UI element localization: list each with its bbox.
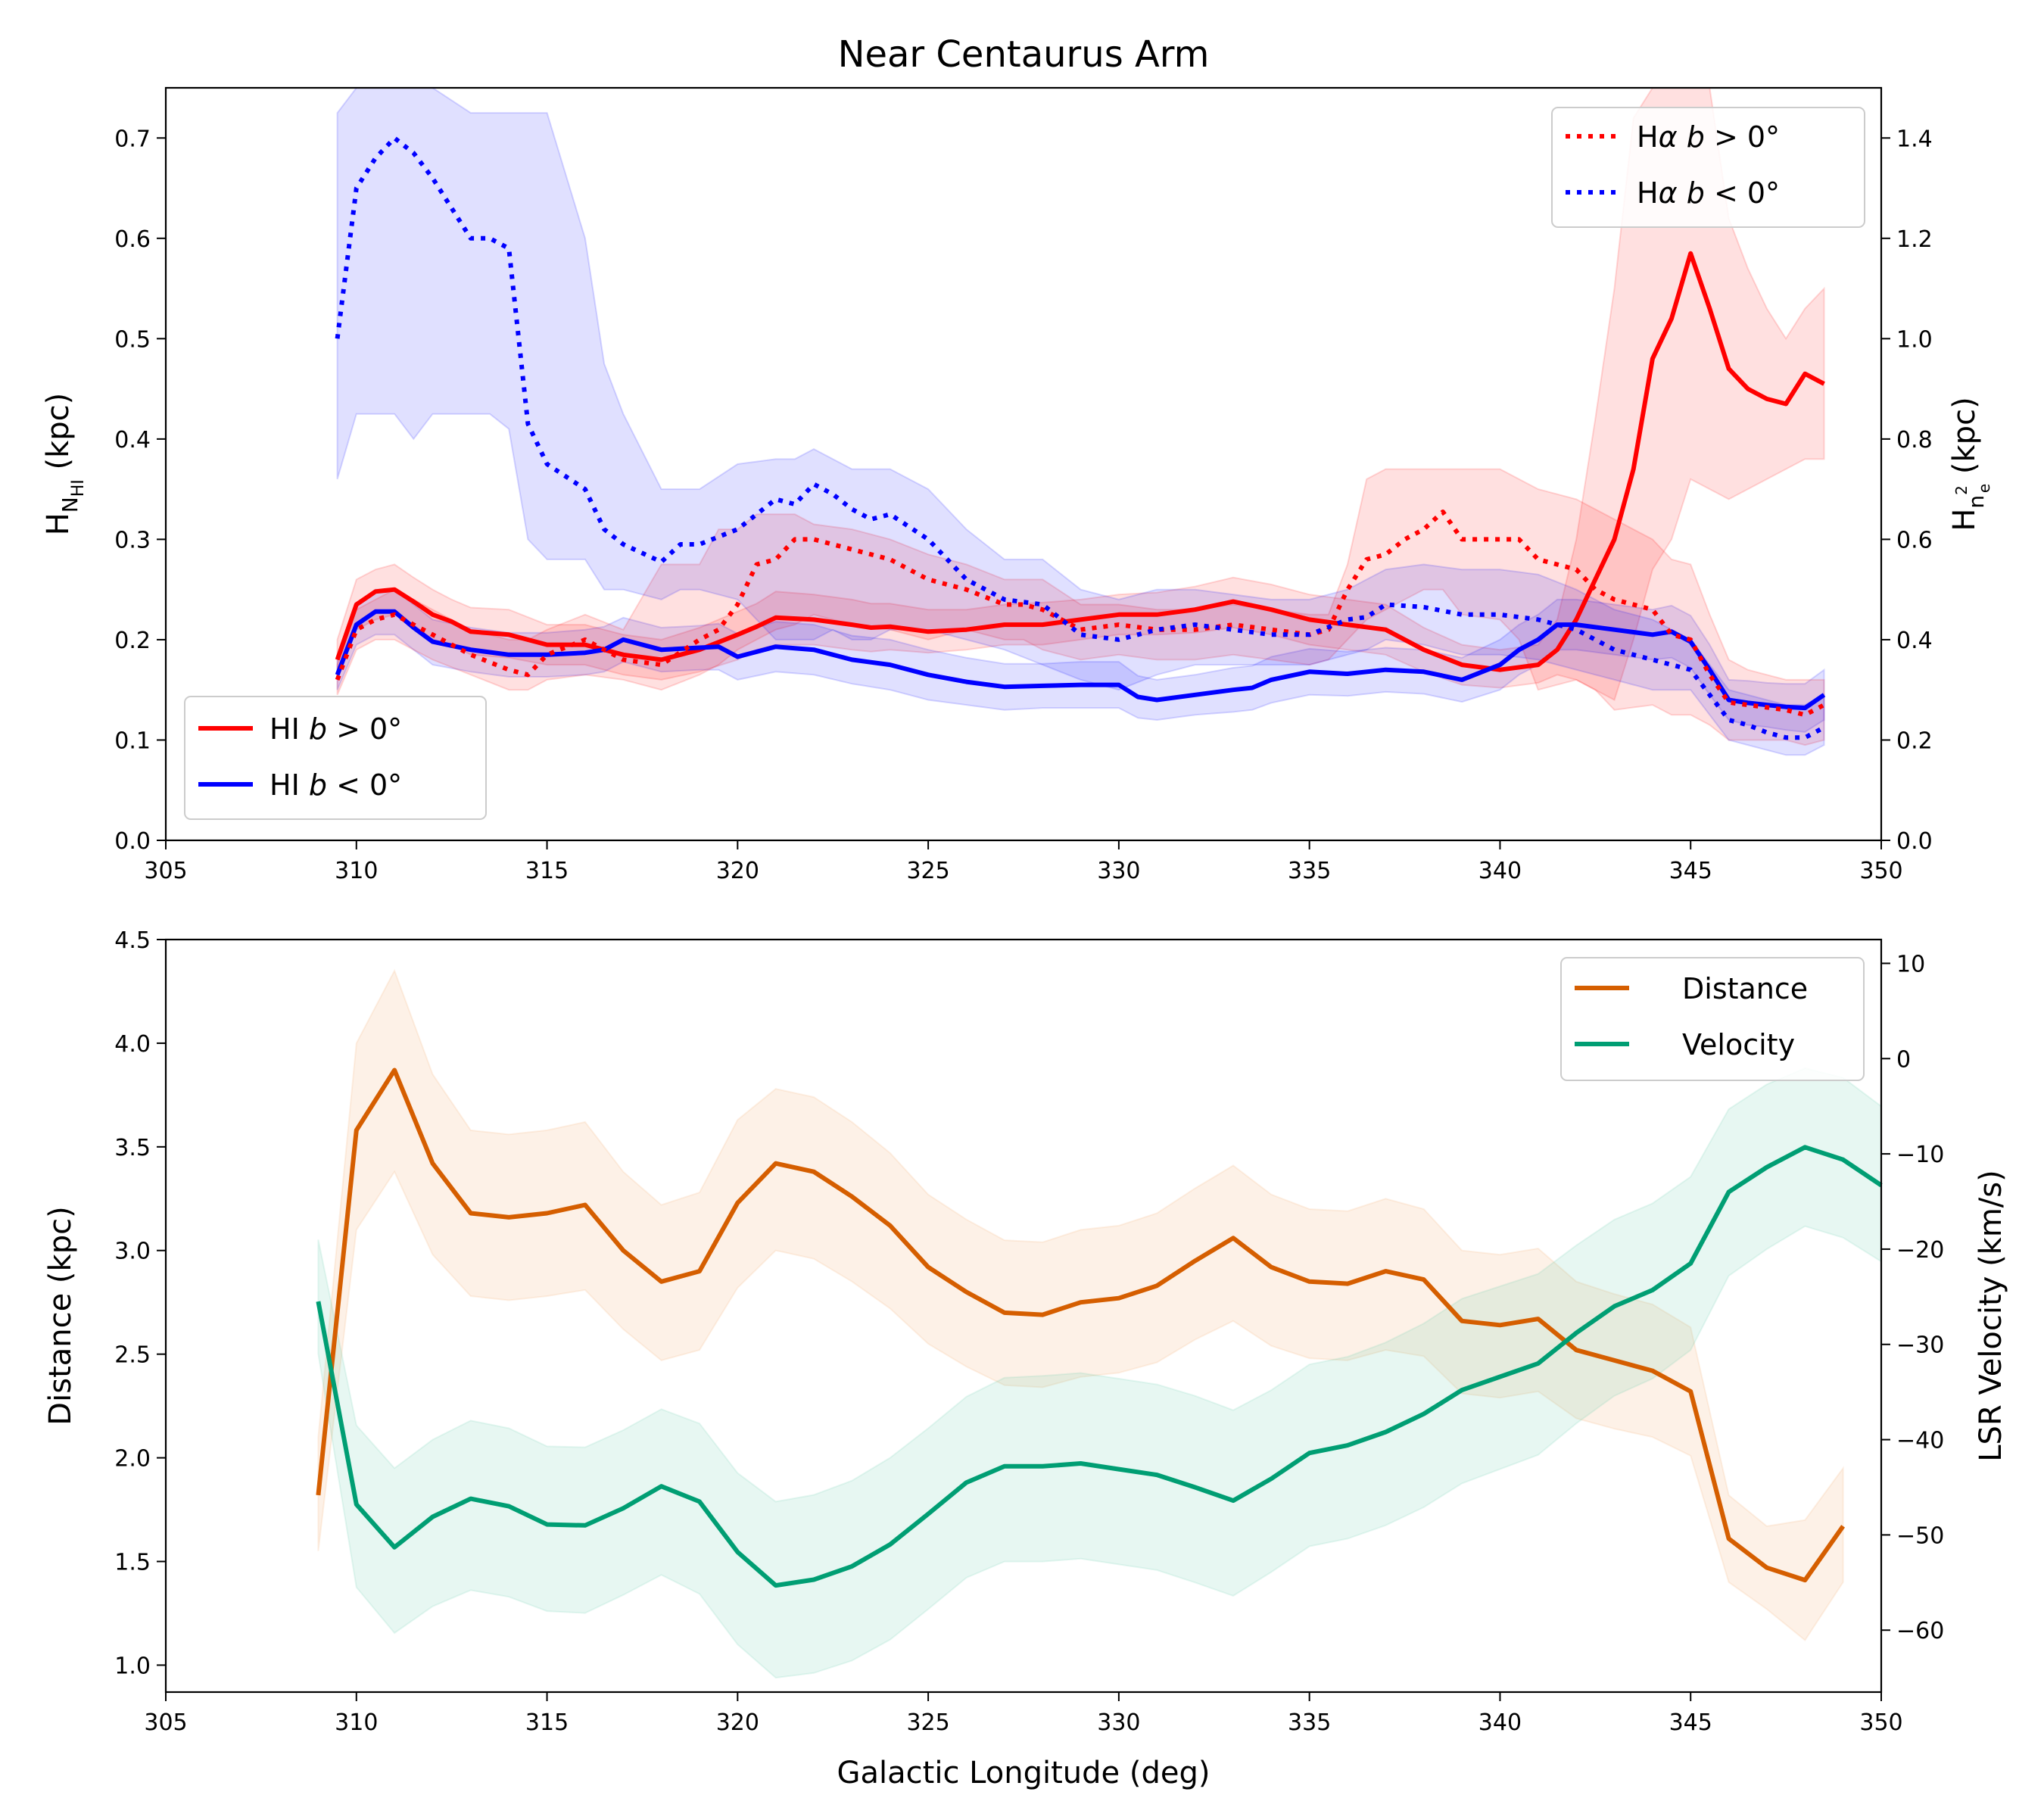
legend-label-hi-bneg: HI b < 0°: [270, 768, 402, 802]
series-line-velocity: [316, 1145, 1883, 1588]
panel-top: 305 310 315 320 325 330 335 340 345 350 0.0 0.1 0.2…: [41, 86, 1993, 884]
bottom-left-axis-label: Distance (kpc): [43, 1206, 78, 1425]
band-h-b-0: [336, 87, 1825, 756]
x-tick-label: 340: [1478, 1709, 1522, 1736]
y-right-tick-label: 10: [1896, 951, 1925, 977]
legend-label-distance: Distance: [1682, 972, 1808, 1005]
y-tick-label: 2.5: [114, 1342, 151, 1369]
y-right-tick-label: 0.2: [1896, 728, 1933, 754]
y-tick-label: 1.0: [114, 1653, 151, 1679]
x-tick-label: 340: [1478, 858, 1522, 884]
y-right-tick-label: 1.4: [1896, 126, 1933, 152]
x-tick-label: 315: [525, 858, 569, 884]
y-tick-label: 4.5: [114, 927, 151, 954]
legend-label-halpha-bpos: Hα b > 0°: [1637, 120, 1780, 154]
y-right-tick-label: −60: [1896, 1618, 1944, 1644]
x-tick-label: 320: [716, 1709, 759, 1736]
x-tick-label: 305: [144, 1709, 187, 1736]
legend-label-halpha-bneg: Hα b < 0°: [1637, 176, 1780, 210]
bottom-x-axis-label: Galactic Longitude (deg): [837, 1756, 1211, 1791]
y-right-tick-label: 1.2: [1896, 226, 1933, 253]
y-tick-label: 2.0: [114, 1446, 151, 1473]
series-line-h-b-0: [335, 510, 1825, 718]
x-tick-label: 325: [906, 858, 949, 884]
top-y-ticks-left: 0.0 0.1 0.2 0.3 0.4 0.5 0.6 0.7: [114, 126, 166, 855]
band-hi-b-0: [336, 588, 1825, 733]
y-tick-label: 0.3: [114, 527, 151, 553]
top-series-lines: [335, 136, 1826, 740]
y-tick-label: 4.0: [114, 1031, 151, 1058]
y-right-tick-label: 0.4: [1896, 628, 1933, 654]
bottom-legend: Distance Velocity: [1560, 957, 1865, 1081]
top-legend-halpha: Hα b > 0° Hα b < 0°: [1551, 107, 1865, 228]
top-legend-hi: HI b > 0° HI b < 0°: [184, 696, 487, 820]
bottom-right-axis-label: LSR Velocity (km/s): [1974, 1170, 2008, 1461]
top-y-ticks-right: 0.0 0.2 0.4 0.6 0.8 1.0 1.2 1.4: [1881, 126, 1933, 855]
x-tick-label: 325: [906, 1709, 949, 1736]
y-tick-label: 0.0: [114, 828, 151, 855]
y-right-tick-label: 0.8: [1896, 427, 1933, 453]
legend-box: [184, 696, 487, 820]
y-tick-label: 0.2: [114, 628, 151, 654]
x-tick-label: 345: [1669, 1709, 1712, 1736]
y-right-tick-label: −30: [1896, 1332, 1944, 1359]
x-tick-label: 310: [335, 858, 378, 884]
y-right-tick-label: 0: [1896, 1046, 1911, 1073]
y-tick-label: 0.5: [114, 326, 151, 353]
bottom-plot-frame: [164, 938, 1883, 1694]
top-plot-frame: [164, 86, 1883, 842]
panel-bottom: 305 310 315 320 325 330 335 340 345 350 1.0 1.5 2.0…: [43, 927, 2008, 1791]
x-tick-label: 345: [1669, 858, 1712, 884]
y-tick-label: 0.6: [114, 226, 151, 253]
x-tick-label: 305: [144, 858, 187, 884]
bottom-x-ticks: 305 310 315 320 325 330 335 340 345 350: [144, 1692, 1903, 1736]
y-right-tick-label: −50: [1896, 1522, 1944, 1549]
y-tick-label: 3.0: [114, 1239, 151, 1265]
series-line-distance: [316, 1067, 1846, 1583]
legend-label-velocity: Velocity: [1682, 1028, 1795, 1061]
y-right-tick-label: 0.6: [1896, 527, 1933, 553]
legend-box: [1551, 107, 1865, 228]
top-x-ticks: 305 310 315 320 325 330 335 340 345 350: [144, 840, 1903, 884]
y-tick-label: 3.5: [114, 1135, 151, 1161]
y-tick-label: 1.5: [114, 1549, 151, 1575]
y-tick-label: 0.4: [114, 427, 151, 453]
series-line-hi-b-0: [335, 609, 1826, 711]
x-tick-label: 315: [525, 1709, 569, 1736]
band-distance: [317, 968, 1844, 1641]
bottom-y-ticks-right: 10 0 −10 −20 −30 −40 −50 −60: [1881, 951, 1944, 1644]
legend-box: [1560, 957, 1865, 1081]
y-right-tick-label: 1.0: [1896, 326, 1933, 353]
series-line-h-b-0: [335, 136, 1825, 740]
figure-title: Near Centaurus Arm: [838, 33, 1210, 76]
x-tick-label: 335: [1288, 858, 1331, 884]
y-right-tick-label: −40: [1896, 1428, 1944, 1454]
band-h-b-0: [336, 468, 1825, 746]
x-tick-label: 330: [1097, 1709, 1140, 1736]
x-tick-label: 335: [1288, 1709, 1331, 1736]
y-right-tick-label: −10: [1896, 1142, 1944, 1168]
y-right-tick-label: −20: [1896, 1237, 1944, 1264]
legend-label-hi-bpos: HI b > 0°: [270, 712, 402, 746]
x-tick-label: 310: [335, 1709, 378, 1736]
bottom-series-lines: [316, 1067, 1883, 1588]
y-right-tick-label: 0.0: [1896, 828, 1933, 855]
x-tick-label: 350: [1859, 858, 1902, 884]
y-tick-label: 0.7: [114, 126, 151, 152]
bottom-y-ticks-left: 1.0 1.5 2.0 2.5 3.0 3.5 4.0 4.5: [114, 927, 166, 1679]
x-tick-label: 320: [716, 858, 759, 884]
series-line-hi-b-0: [335, 251, 1825, 672]
y-tick-label: 0.1: [114, 728, 151, 754]
x-tick-label: 350: [1859, 1709, 1902, 1736]
x-tick-label: 330: [1097, 858, 1140, 884]
